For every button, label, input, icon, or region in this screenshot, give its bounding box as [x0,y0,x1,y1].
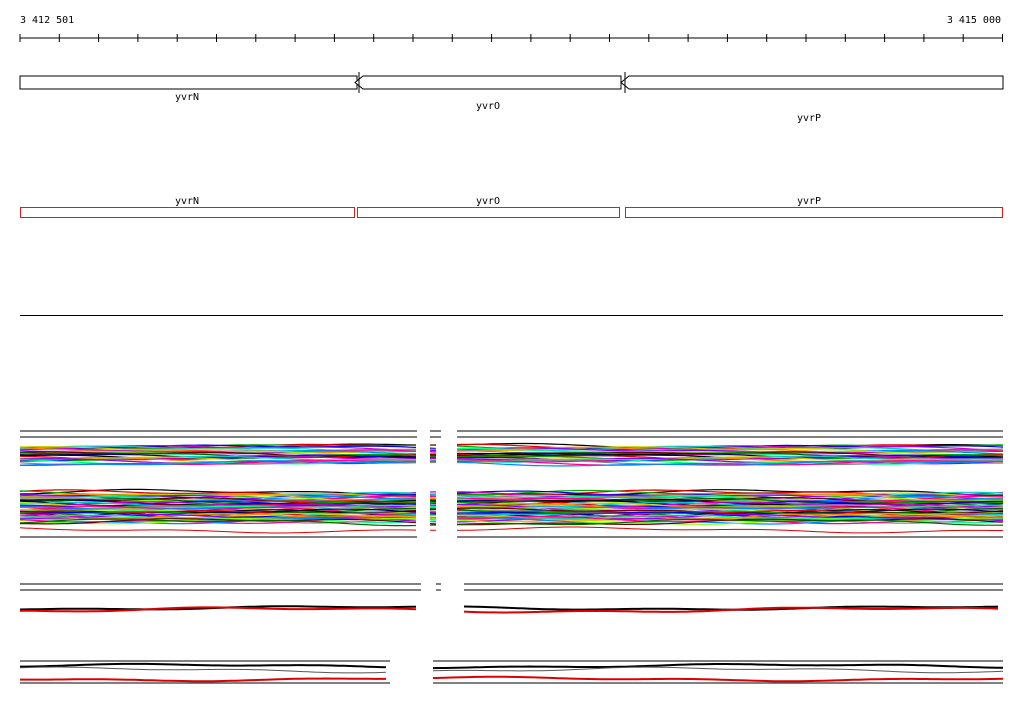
ruler-end: 3 415 000 [947,15,1001,26]
feature-box[interactable] [357,207,620,218]
gene-label[interactable]: yvrN [175,92,199,103]
ruler-start: 3 412 501 [20,15,74,26]
expression-line [456,518,1004,526]
expression-line [456,452,1004,459]
feature-label[interactable]: yvrO [476,196,500,207]
expression-line [19,446,417,454]
gene-arrow[interactable] [620,75,1004,90]
feature-box[interactable] [625,207,1003,218]
gene-label[interactable]: yvrO [476,101,500,112]
expression-line [19,518,417,527]
feature-box[interactable] [20,207,355,218]
gene-arrow[interactable] [19,75,358,90]
feature-track [20,207,1003,218]
expression-line [19,518,417,525]
expression-line [19,666,387,674]
expression-line [463,606,999,614]
feature-label[interactable]: yvrP [797,196,821,207]
expression-line [20,677,386,683]
expression-line [457,526,1004,534]
gene-label[interactable]: yvrP [797,113,821,124]
expression-line [20,501,417,510]
ruler-ticks [19,34,1003,42]
expression-line [432,666,1004,674]
expression-line [20,662,387,669]
feature-label[interactable]: yvrN [175,196,199,207]
expression-line [19,500,417,508]
expression-tracks [19,430,1004,684]
expression-line [20,444,417,450]
expression-line [432,675,1004,683]
expression-line [19,527,417,534]
expression-line [456,510,1004,519]
expression-line [456,443,1004,450]
gene-arrow[interactable] [354,75,622,90]
expression-line [432,663,1004,670]
expression-line [19,606,417,613]
expression-line [19,460,416,466]
expression-line [456,460,1004,466]
expression-line [19,513,417,522]
gene-track [19,72,1004,93]
expression-line [456,460,1004,467]
